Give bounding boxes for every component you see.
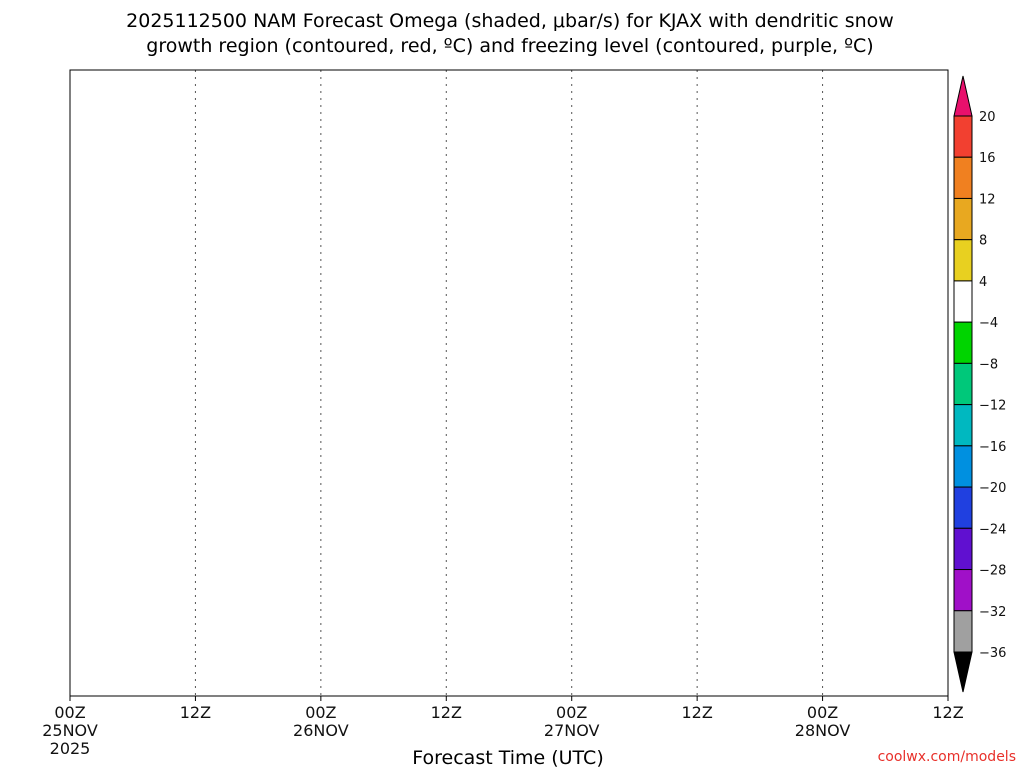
chart-title: 2025112500 NAM Forecast Omega (shaded, μ… <box>126 10 894 57</box>
colorbar-swatch-6 <box>953 321 973 364</box>
colorbar-swatch-7 <box>953 362 973 406</box>
x-tick-label-1: 12Z <box>180 703 211 722</box>
colorbar-tick-5: −4 <box>979 316 998 331</box>
x-date-label-6: 28NOV <box>795 721 851 740</box>
colorbar-tick-2: 12 <box>979 192 996 207</box>
colorbar-tick-3: 8 <box>979 234 987 249</box>
colorbar-tick-13: −36 <box>979 646 1006 661</box>
colorbar-top-arrow <box>953 75 973 117</box>
colorbar-swatch-8 <box>953 404 973 447</box>
colorbar-tick-10: −24 <box>979 522 1006 537</box>
colorbar-swatch-12 <box>953 569 973 612</box>
colorbar-bottom-arrow <box>953 651 973 693</box>
colorbar-tick-12: −32 <box>979 605 1006 620</box>
x-year-label-0: 2025 <box>50 739 91 758</box>
colorbar-tick-4: 4 <box>979 275 987 290</box>
colorbar-swatch-11 <box>953 527 973 571</box>
x-date-label-0: 25NOV <box>42 721 98 740</box>
plot-frame <box>69 69 949 697</box>
x-tick-label-2: 00Z <box>305 703 336 722</box>
credit-text: coolwx.com/models <box>878 749 1016 765</box>
colorbar: 20 16 12 8 4 −4 −8 −12 −16 −20 −24 −28 −32 −36 <box>953 75 1006 693</box>
x-date-label-2: 26NOV <box>293 721 349 740</box>
colorbar-swatch-13 <box>953 610 973 653</box>
x-date-label-4: 27NOV <box>544 721 600 740</box>
colorbar-swatch-10 <box>953 486 973 529</box>
colorbar-swatch-5 <box>953 280 973 323</box>
colorbar-tick-0: 20 <box>979 110 996 125</box>
colorbar-tick-9: −20 <box>979 481 1006 496</box>
colorbar-swatch-2 <box>953 156 973 199</box>
colorbar-tick-7: −12 <box>979 399 1006 414</box>
x-tick-label-5: 12Z <box>681 703 712 722</box>
colorbar-tick-1: 16 <box>979 151 996 166</box>
colorbar-swatch-3 <box>953 197 973 241</box>
x-axis-title: Forecast Time (UTC) <box>412 747 603 768</box>
colorbar-tick-11: −28 <box>979 564 1006 579</box>
x-tick-label-4: 00Z <box>556 703 587 722</box>
x-tick-label-7: 12Z <box>932 703 963 722</box>
colorbar-swatch-4 <box>953 239 973 282</box>
colorbar-tick-6: −8 <box>979 357 998 372</box>
colorbar-tick-8: −16 <box>979 440 1006 455</box>
x-tick-label-3: 12Z <box>431 703 462 722</box>
colorbar-swatch-1 <box>953 115 973 158</box>
x-tick-label-0: 00Z <box>54 703 85 722</box>
title-line-2: growth region (contoured, red, ºC) and f… <box>146 35 873 57</box>
colorbar-swatch-9 <box>953 445 973 488</box>
x-tick-label-6: 00Z <box>807 703 838 722</box>
gridlines <box>69 70 949 696</box>
title-line-1: 2025112500 NAM Forecast Omega (shaded, μ… <box>126 10 894 32</box>
